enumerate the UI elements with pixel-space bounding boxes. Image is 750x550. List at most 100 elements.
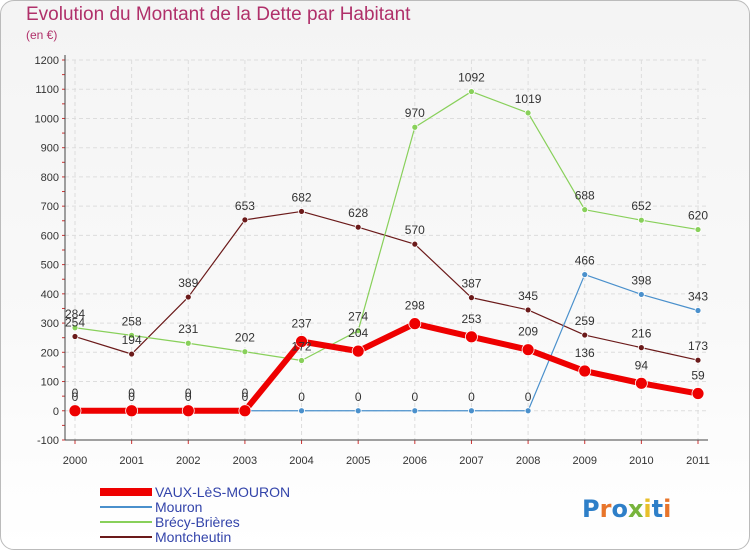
data-label: 0 [128, 386, 135, 400]
data-point [411, 240, 419, 248]
data-label: 0 [525, 390, 532, 404]
data-label: 628 [348, 206, 368, 220]
data-point [521, 343, 535, 357]
y-tick-label: -100 [37, 435, 59, 447]
data-label: 0 [72, 386, 79, 400]
data-label: 398 [631, 273, 651, 287]
data-point [691, 387, 705, 400]
data-label: 0 [242, 390, 249, 404]
x-tick-label: 2008 [516, 455, 540, 467]
data-point [298, 407, 305, 415]
data-label: 298 [405, 299, 425, 313]
data-label: 970 [405, 106, 425, 120]
data-label: 0 [128, 390, 135, 404]
x-tick-label: 2003 [233, 455, 257, 467]
data-label: 237 [292, 316, 312, 330]
data-label: 254 [65, 316, 85, 330]
data-point [71, 324, 79, 332]
series-line [75, 273, 699, 412]
data-point [411, 407, 419, 415]
data-label: 253 [461, 312, 481, 326]
data-point [578, 364, 592, 378]
data-point [184, 339, 192, 347]
data-point [354, 327, 362, 335]
data-point [298, 357, 305, 364]
y-tick-label: 400 [41, 289, 59, 301]
data-labels: 254 194 389 653 682 628 570 387 345 259 216 173 284 2… [65, 71, 708, 404]
x-tick-label: 2005 [346, 455, 370, 467]
data-point [241, 348, 249, 356]
x-tick-label: 2007 [459, 455, 483, 467]
y-tick-label: 600 [41, 230, 59, 242]
proxiti-logo: Proxiti [582, 495, 671, 523]
data-label: 652 [631, 199, 651, 213]
data-label: 688 [575, 189, 595, 203]
data-point [238, 404, 252, 418]
data-point [468, 88, 475, 95]
data-label: 1019 [515, 92, 542, 106]
x-tick-label: 2011 [686, 455, 710, 467]
data-label: 620 [688, 209, 708, 223]
data-point [524, 407, 532, 415]
data-point [68, 404, 82, 418]
data-label: 274 [348, 310, 368, 324]
data-point [128, 331, 136, 339]
x-tick-label: 2002 [176, 455, 200, 467]
chart-subtitle: (en €) [26, 28, 58, 42]
y-tick-label: 1100 [35, 84, 59, 96]
x-tick-label: 2006 [403, 455, 427, 467]
data-label: 94 [635, 358, 649, 372]
y-tick-label: 500 [41, 260, 59, 272]
data-label: 0 [468, 390, 475, 404]
data-point [468, 407, 475, 415]
y-tick-label: 700 [41, 201, 59, 213]
data-point [354, 407, 362, 415]
data-label: 682 [292, 190, 312, 204]
chart-title: Evolution du Montant de la Dette par Hab… [26, 4, 411, 25]
data-label: 216 [631, 327, 651, 341]
data-point [354, 223, 362, 231]
legend-label: Brécy-Brières [155, 514, 240, 530]
y-tick-label: 100 [41, 377, 59, 389]
y-tick-label: 1200 [35, 55, 59, 67]
data-point [71, 333, 79, 340]
data-point [351, 344, 365, 358]
data-label: 0 [185, 386, 192, 400]
y-tick-label: 0 [53, 406, 59, 418]
x-tick-label: 2000 [63, 455, 87, 467]
data-point [637, 344, 645, 352]
axes: -100010020030040050060070080090010001100… [35, 55, 710, 467]
data-label: 0 [411, 390, 418, 404]
data-point [694, 307, 702, 314]
data-label: 389 [178, 276, 198, 290]
series-line [74, 210, 699, 361]
legend-label: Montcheutin [155, 529, 231, 545]
y-tick-label: 200 [41, 347, 59, 359]
data-label: 345 [518, 289, 538, 303]
proxiti-wordmark: Proxiti [582, 495, 671, 523]
data-label: 173 [688, 339, 708, 353]
data-label: 209 [518, 325, 538, 339]
data-point [408, 317, 422, 331]
data-label: 387 [461, 277, 481, 291]
data-point [581, 206, 589, 214]
data-label: 1092 [458, 71, 485, 85]
data-point [468, 294, 475, 302]
y-tick-label: 1000 [35, 113, 59, 125]
data-point [524, 109, 532, 117]
data-label: 570 [405, 223, 425, 237]
data-point [184, 293, 192, 301]
y-tick-label: 300 [41, 318, 59, 330]
legend-label: VAUX-LèS-MOURON [155, 484, 290, 500]
data-point [581, 331, 589, 339]
data-point [694, 226, 702, 233]
data-label: 204 [348, 326, 368, 340]
x-tick-label: 2001 [119, 455, 143, 467]
data-point [241, 216, 249, 224]
series-mouron [71, 271, 702, 415]
data-point [465, 330, 478, 344]
data-point [634, 376, 648, 390]
legend-label: Mouron [155, 499, 202, 515]
data-point [295, 335, 308, 348]
x-tick-label: 2004 [289, 455, 313, 467]
